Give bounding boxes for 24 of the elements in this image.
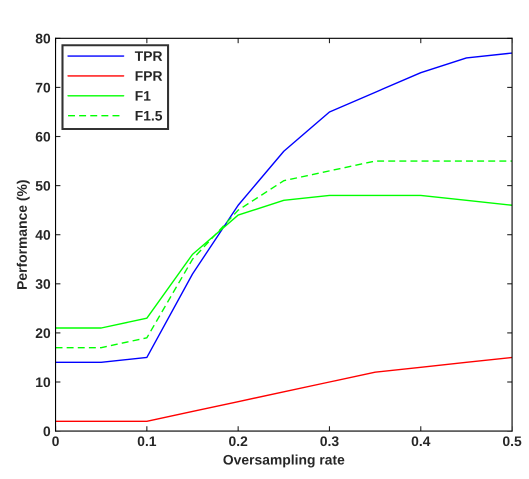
y-tick-label: 50 (36, 180, 50, 191)
y-tick-label: 20 (36, 328, 50, 338)
y-tick-label: 10 (36, 377, 50, 388)
x-axis-title: Oversampling rate (223, 454, 344, 468)
line-series (56, 356, 512, 422)
legend-label: F1.5 (136, 111, 162, 121)
x-tick-label: 0.4 (412, 436, 430, 446)
y-tick-label: 0 (44, 426, 50, 436)
x-tick-label: 0.2 (229, 436, 248, 446)
line-series (56, 52, 512, 364)
x-tick-label: 0.1 (138, 436, 156, 446)
y-tick-label: 80 (36, 34, 50, 44)
y-tick-label: 60 (36, 132, 50, 142)
y-axis-title: Performance (%) (16, 180, 30, 289)
x-tick-label: 0.3 (320, 436, 339, 446)
line-series (56, 160, 512, 348)
x-tick-label: 0.5 (502, 436, 522, 446)
legend-label: TPR (134, 51, 162, 61)
legend-label: F1 (136, 91, 151, 101)
x-tick-label: 0 (52, 436, 59, 446)
y-tick-label: 70 (36, 82, 50, 93)
y-tick-label: 30 (36, 279, 50, 289)
y-tick-label: 40 (35, 230, 50, 240)
legend-label: FPR (136, 71, 162, 81)
